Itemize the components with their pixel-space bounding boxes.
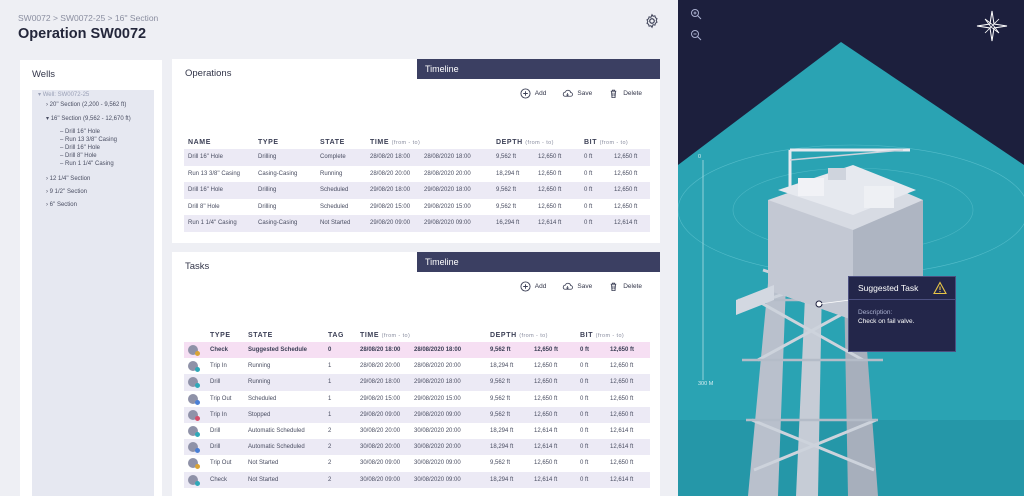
add-icon	[520, 281, 531, 292]
tree-node-12-section[interactable]: › 12 1/4'' Section	[46, 176, 91, 182]
task-avatar-icon	[188, 474, 200, 486]
depth-bottom-label: 300 M	[698, 381, 714, 387]
task-avatar-icon	[188, 345, 200, 357]
col-bit[interactable]: BIT (from - to)	[580, 331, 625, 339]
cloud-save-icon	[563, 89, 574, 97]
tasks-timeline-tab[interactable]: Timeline	[417, 252, 660, 272]
page-title: Operation SW0072	[18, 26, 147, 42]
operations-card: Operations Timeline Add Save Delete NAME…	[172, 59, 660, 243]
tree-item-drill-16-hole[interactable]: – Drill 16'' Hole	[60, 129, 100, 135]
col-state[interactable]: STATE	[320, 138, 345, 146]
col-type[interactable]: TYPE	[258, 138, 279, 146]
col-tag[interactable]: TAG	[328, 331, 345, 339]
table-row-suggested[interactable]: Check Suggested Schedule 0 28/08/20 18:00 2…	[184, 342, 650, 359]
table-row[interactable]: Drill 16'' Hole Drilling Complete 28/08/20…	[184, 149, 650, 166]
table-row[interactable]: Drill Automatic Scheduled 2 30/08/20 20:00…	[184, 439, 650, 456]
trash-icon	[610, 89, 617, 99]
table-row[interactable]: Drill Running 1 29/08/20 18:00 29/08/2020 1…	[184, 374, 650, 391]
tasks-add-button[interactable]: Add	[520, 281, 546, 292]
table-row[interactable]: Check Not Started 2 30/08/20 09:00 30/08/20…	[184, 471, 650, 488]
task-avatar-icon	[188, 442, 200, 454]
tooltip-divider	[849, 299, 955, 300]
wells-title: Wells	[32, 69, 56, 80]
operations-save-button[interactable]: Save	[562, 88, 592, 99]
trash-icon	[610, 282, 617, 292]
col-name[interactable]: NAME	[188, 138, 212, 146]
table-row[interactable]: Drill Automatic Scheduled 2 30/08/20 20:00…	[184, 423, 650, 439]
task-avatar-icon	[188, 458, 200, 470]
table-row[interactable]: Drill 16'' Hole Drilling Scheduled 29/08/2…	[184, 182, 650, 199]
zoom-in-icon[interactable]	[690, 8, 702, 20]
wells-panel: Wells ▾ Well: SW0072-25 › 20'' Section (…	[20, 60, 162, 496]
operations-title: Operations	[185, 68, 232, 79]
table-row[interactable]: Trip Out Not Started 2 30/08/20 09:00 30/08…	[184, 455, 650, 471]
task-avatar-icon	[188, 393, 200, 405]
col-type[interactable]: TYPE	[210, 331, 231, 339]
tasks-title: Tasks	[185, 261, 210, 272]
table-row[interactable]: Trip In Running 1 28/08/20 20:00 28/08/2020…	[184, 358, 650, 374]
tasks-save-button[interactable]: Save	[562, 281, 592, 292]
tree-node-20-section[interactable]: › 20'' Section (2,200 - 9,562 ft)	[46, 102, 127, 108]
platform-3d-viewer[interactable]: 0 300 M Suggested Task Description: Chec…	[678, 0, 1024, 496]
settings-gear-icon[interactable]	[644, 13, 660, 29]
tree-item-drill-8-hole[interactable]: – Drill 8'' Hole	[60, 153, 97, 159]
col-time[interactable]: TIME (from - to)	[370, 138, 421, 146]
tree-item-run-1-casing[interactable]: – Run 1 1/4'' Casing	[60, 161, 114, 167]
add-icon	[520, 88, 531, 99]
table-row[interactable]: Trip Out Scheduled 1 29/08/20 15:00 29/08/2…	[184, 391, 650, 407]
tasks-actions: Add Save Delete	[520, 281, 642, 292]
tooltip-description-text: Check on fail valve.	[858, 318, 915, 325]
table-row[interactable]: Run 1 1/4'' Casing Casing-Casing Not Start…	[184, 215, 650, 232]
operations-timeline-tab[interactable]: Timeline	[417, 59, 660, 79]
depth-top-label: 0	[698, 154, 702, 160]
warning-icon	[933, 281, 947, 295]
tree-item-drill-16-hole-2[interactable]: – Drill 16'' Hole	[60, 145, 100, 151]
col-time[interactable]: TIME (from - to)	[360, 331, 411, 339]
task-avatar-icon	[188, 361, 200, 373]
table-row[interactable]: Run 13 3/8'' Casing Casing-Casing Running …	[188, 170, 638, 177]
operations-table: NAME TYPE STATE TIME (from - to) DEPTH (…	[184, 135, 650, 232]
tree-node-well[interactable]: ▾ Well: SW0072-25	[38, 92, 90, 98]
tasks-delete-button[interactable]: Delete	[608, 281, 642, 292]
wells-tree: ▾ Well: SW0072-25 › 20'' Section (2,200 …	[32, 90, 154, 496]
tooltip-title: Suggested Task	[858, 283, 919, 293]
task-avatar-icon	[188, 377, 200, 389]
operations-add-button[interactable]: Add	[520, 88, 546, 99]
cloud-save-icon	[563, 282, 574, 290]
col-state[interactable]: STATE	[248, 331, 273, 339]
col-depth[interactable]: DEPTH (from - to)	[496, 138, 554, 146]
tasks-card: Tasks Timeline Add Save Delete TYPE STAT…	[172, 252, 660, 496]
table-row[interactable]: Trip In Stopped 1 29/08/20 09:00 29/08/2020…	[184, 406, 650, 423]
zoom-out-icon[interactable]	[690, 29, 702, 41]
tree-item-run-13-casing[interactable]: – Run 13 3/8'' Casing	[60, 137, 118, 143]
compass-icon[interactable]	[976, 10, 1008, 42]
table-row[interactable]: Drill 8'' Hole Drilling Scheduled 29/08/20…	[188, 203, 638, 210]
tree-node-16-section[interactable]: ▾ 16'' Section (9,562 - 12,670 ft)	[46, 116, 131, 122]
col-bit[interactable]: BIT (from - to)	[584, 138, 629, 146]
tree-node-9-section[interactable]: › 9 1/2'' Section	[46, 189, 87, 195]
operations-actions: Add Save Delete	[520, 88, 642, 99]
tasks-table: TYPE STATE TAG TIME (from - to) DEPTH (f…	[184, 328, 650, 488]
task-avatar-icon	[188, 426, 200, 438]
suggested-task-tooltip[interactable]: Suggested Task Description: Check on fai…	[848, 276, 956, 352]
tooltip-description-label: Description:	[858, 309, 893, 316]
tree-node-6-section[interactable]: › 6'' Section	[46, 202, 77, 208]
platform-scene	[678, 42, 1024, 496]
task-avatar-icon	[188, 409, 200, 421]
operations-delete-button[interactable]: Delete	[608, 88, 642, 99]
operations-header-row: NAME TYPE STATE TIME (from - to) DEPTH (…	[184, 135, 650, 149]
breadcrumb[interactable]: SW0072 > SW0072-25 > 16'' Section	[18, 13, 159, 23]
col-depth[interactable]: DEPTH (from - to)	[490, 331, 548, 339]
tasks-header-row: TYPE STATE TAG TIME (from - to) DEPTH (f…	[184, 328, 650, 342]
